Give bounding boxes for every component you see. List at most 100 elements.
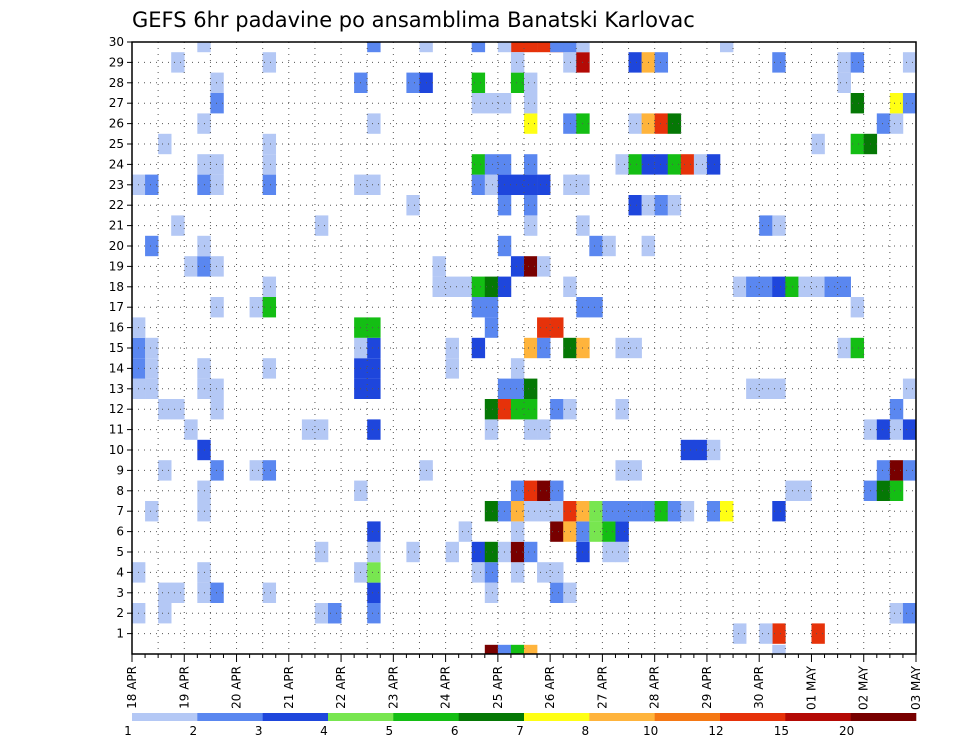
y-tick-label: 4 xyxy=(116,565,124,579)
heatmap-cell xyxy=(889,480,904,501)
heatmap-cell xyxy=(262,133,277,155)
heatmap-cell xyxy=(876,419,891,440)
heatmap-cell xyxy=(445,358,459,379)
heatmap-cell xyxy=(262,582,277,603)
x-tick-label: 20 APR xyxy=(230,666,244,709)
heatmap-cell xyxy=(602,541,616,563)
colorbar-swatch xyxy=(524,713,590,721)
heatmap-cell xyxy=(811,623,825,644)
heatmap-cell xyxy=(563,42,577,53)
y-tick-label: 15 xyxy=(109,341,124,355)
heatmap-cell xyxy=(367,541,381,563)
heatmap-cell xyxy=(720,42,734,53)
heatmap-cell xyxy=(367,562,381,583)
colorbar-label: 7 xyxy=(516,724,524,738)
heatmap-cell xyxy=(367,42,381,53)
heatmap-cell xyxy=(693,439,708,461)
colorbar-label: 5 xyxy=(386,724,394,738)
y-tick-label: 7 xyxy=(116,504,124,518)
y-tick-label: 20 xyxy=(109,239,124,253)
heatmap-cell xyxy=(602,521,616,542)
heatmap-cell xyxy=(524,256,538,277)
colorbar-swatch xyxy=(393,713,459,721)
heatmap-cell xyxy=(759,215,773,236)
x-tick-label: 26 APR xyxy=(543,666,557,709)
heatmap-cell xyxy=(367,378,381,399)
heatmap-cell xyxy=(615,399,629,420)
x-axis-ticks: 18 APR 19 APR 20 APR 21 APR 22 APR 23 APR 24 A… xyxy=(125,654,923,710)
heatmap-cell xyxy=(145,378,159,399)
heatmap-cell xyxy=(419,42,433,53)
heatmap-cell xyxy=(367,521,381,542)
heatmap-cell xyxy=(837,337,851,359)
x-tick-label: 25 APR xyxy=(491,666,505,709)
y-tick-label: 12 xyxy=(109,402,124,416)
heatmap-cell xyxy=(550,562,564,583)
heatmap-cell xyxy=(589,297,603,318)
heatmap-cell xyxy=(537,480,551,501)
heatmap-cell xyxy=(537,501,551,522)
colorbar-swatch xyxy=(458,713,525,721)
y-tick-label: 26 xyxy=(109,117,124,131)
heatmap-cell xyxy=(798,480,812,501)
heatmap-cell xyxy=(497,42,512,53)
y-tick-label: 17 xyxy=(109,300,124,314)
colorbar-label: 20 xyxy=(839,724,854,738)
heatmap-cell xyxy=(576,42,590,53)
heatmap-cell xyxy=(262,174,277,195)
heatmap-cell xyxy=(367,582,381,603)
heatmap-cell xyxy=(759,276,773,297)
heatmap-cell xyxy=(484,297,499,318)
heatmap-cell xyxy=(145,235,159,257)
heatmap-cell xyxy=(654,501,669,522)
heatmap-cell xyxy=(262,297,277,318)
colorbar-swatch xyxy=(720,713,786,721)
heatmap-cell xyxy=(563,399,577,420)
heatmap-cell xyxy=(537,337,551,359)
colorbar: 1 2 3 4 5 6 7 8 10 12 15 20 xyxy=(124,713,917,738)
heatmap-cell xyxy=(484,317,499,338)
heatmap-cell xyxy=(484,541,499,563)
y-tick-label: 11 xyxy=(109,423,124,437)
y-tick-label: 3 xyxy=(116,586,124,600)
heatmap-cell xyxy=(563,174,577,195)
heatmap-cell xyxy=(524,337,538,359)
heatmap-cell xyxy=(550,42,564,53)
heatmap-cell xyxy=(537,419,551,440)
heatmap-cell xyxy=(524,174,538,195)
colorbar-label: 10 xyxy=(643,724,658,738)
x-tick-label: 01 MAY xyxy=(804,665,818,710)
colorbar-label: 12 xyxy=(708,724,723,738)
heatmap-cell xyxy=(628,501,642,522)
heatmap-cell xyxy=(262,276,277,297)
heatmap-cell xyxy=(850,133,865,155)
heatmap-cell xyxy=(484,154,499,175)
heatmap-cell xyxy=(772,644,786,654)
heatmap-cell xyxy=(550,399,564,420)
heatmap-cell xyxy=(145,501,159,522)
heatmap-cell xyxy=(184,256,198,277)
y-tick-label: 24 xyxy=(109,157,124,171)
x-tick-label: 21 APR xyxy=(282,666,296,709)
heatmap-cell xyxy=(432,256,446,277)
heatmap-cell xyxy=(197,42,211,53)
heatmap-cell xyxy=(158,582,172,603)
heatmap-cell xyxy=(249,297,263,318)
heatmap-cell xyxy=(158,133,172,155)
heatmap-cell xyxy=(367,113,381,134)
heatmap-cell xyxy=(471,276,486,297)
heatmap-cell xyxy=(811,276,825,297)
y-tick-label: 5 xyxy=(116,545,124,559)
heatmap-cell xyxy=(210,460,224,481)
heatmap-cell xyxy=(550,480,564,501)
heatmap-cell xyxy=(510,480,525,501)
heatmap-cell xyxy=(850,52,865,73)
heatmap-cell xyxy=(837,52,851,73)
heatmap-cell xyxy=(510,521,525,542)
x-tick-label: 29 APR xyxy=(700,666,714,709)
y-tick-label: 19 xyxy=(109,259,124,273)
y-tick-label: 23 xyxy=(109,178,124,192)
colorbar-swatch xyxy=(654,713,721,721)
colorbar-label: 6 xyxy=(451,724,459,738)
heatmap-cell xyxy=(458,521,473,542)
